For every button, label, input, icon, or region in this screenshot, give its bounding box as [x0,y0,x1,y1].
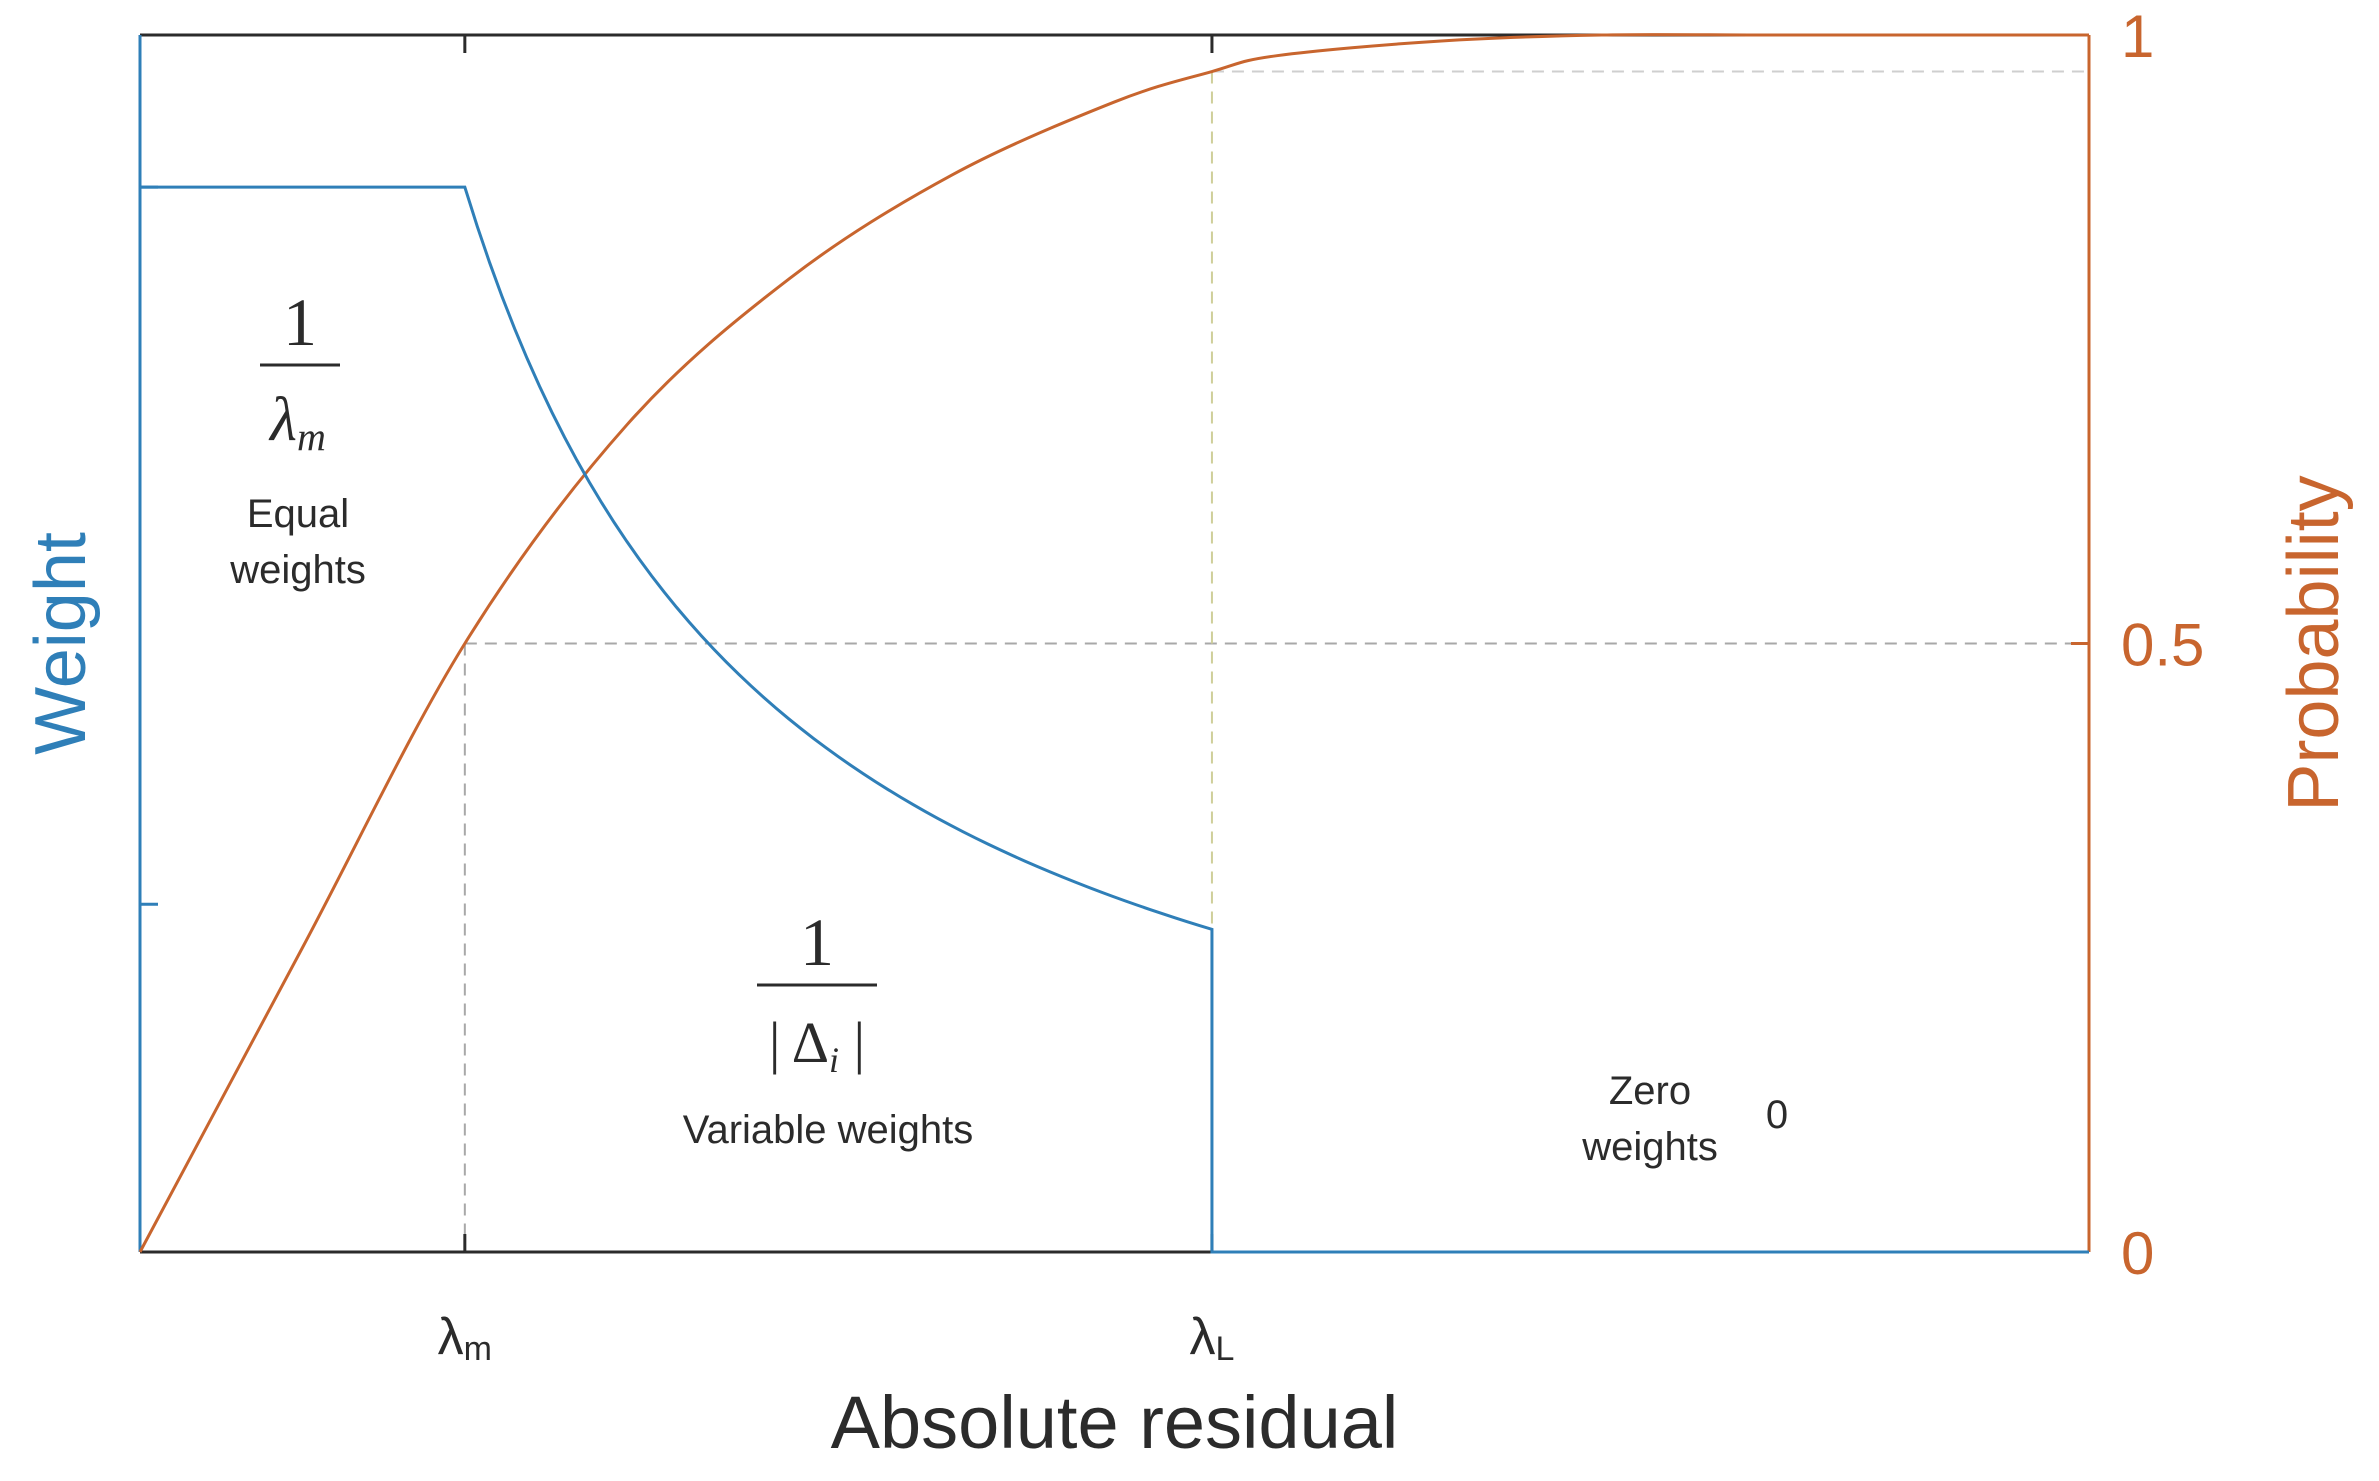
x-axis-label: Absolute residual [831,1381,1399,1464]
x-tick-label-1: λL [1189,1308,1234,1368]
probability-series-line [138,33,2089,1253]
variable-weights-denominator: | Δi | [769,1010,865,1080]
left-y-axis-label: Weight [21,532,101,755]
variable-weights-numerator: 1 [800,904,834,980]
variable-weights-annotation: 1 | Δi | Variable weights [683,904,974,1152]
right-y-axis-label: Probability [2274,475,2354,811]
variable-weights-label: Variable weights [683,1108,974,1152]
right-y-tick-label-2: 1 [2121,3,2154,70]
x-ticks: λm λL [438,35,1234,1368]
equal-weights-denominator: λm [268,386,326,459]
zero-weights-label-line1: Zero [1609,1069,1691,1113]
equal-weights-label-line1: Equal [247,492,349,536]
weight-series-line [140,185,2089,1254]
x-tick-label-0: λm [438,1308,492,1368]
zero-weights-label-line2: weights [1581,1125,1718,1169]
zero-weights-annotation: Zero weights 0 [1581,1069,1788,1169]
left-y-ticks [140,185,158,906]
right-y-ticks: 00.51 [2071,3,2204,1287]
right-y-tick-label-0: 0 [2121,1220,2154,1287]
reference-lines [463,70,2089,1252]
equal-weights-annotation: 1 λm Equal weights [229,284,366,592]
equal-weights-numerator: 1 [283,284,317,360]
right-y-tick-label-1: 0.5 [2121,612,2204,679]
zero-weights-value: 0 [1766,1093,1788,1137]
equal-weights-label-line2: weights [229,548,366,592]
